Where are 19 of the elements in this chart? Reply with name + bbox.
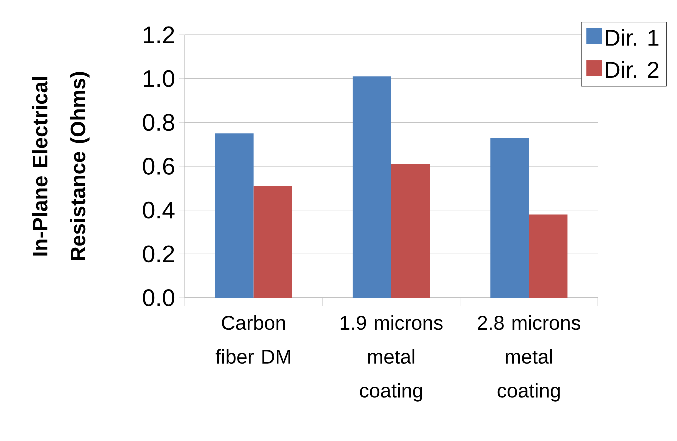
legend-label: Dir. 2 bbox=[606, 61, 659, 78]
bar bbox=[254, 186, 292, 298]
y-axis-title: In-Plane Electrical Resistance (Ohms) bbox=[32, 72, 90, 260]
y-tick-label: 0.8 bbox=[143, 114, 174, 132]
bar bbox=[215, 134, 254, 298]
bar bbox=[392, 164, 430, 298]
x-tick-label: 2.8 microns metal coating bbox=[478, 316, 580, 402]
y-tick-label: 0.0 bbox=[143, 290, 175, 306]
bar bbox=[490, 138, 530, 298]
bar bbox=[352, 76, 392, 298]
bar bbox=[529, 214, 568, 298]
y-tick-label: 1.2 bbox=[144, 26, 174, 44]
x-tick-label: 1.9 microns metal coating bbox=[340, 316, 443, 402]
x-tick-label: Carbon fiber DM bbox=[216, 316, 290, 364]
y-tick-label: 0.2 bbox=[143, 246, 174, 263]
y-tick-label: 1.0 bbox=[144, 70, 175, 88]
y-tick-label: 0.6 bbox=[143, 158, 174, 175]
legend-label: Dir. 1 bbox=[606, 29, 659, 46]
y-tick-label: 0.4 bbox=[143, 202, 175, 219]
